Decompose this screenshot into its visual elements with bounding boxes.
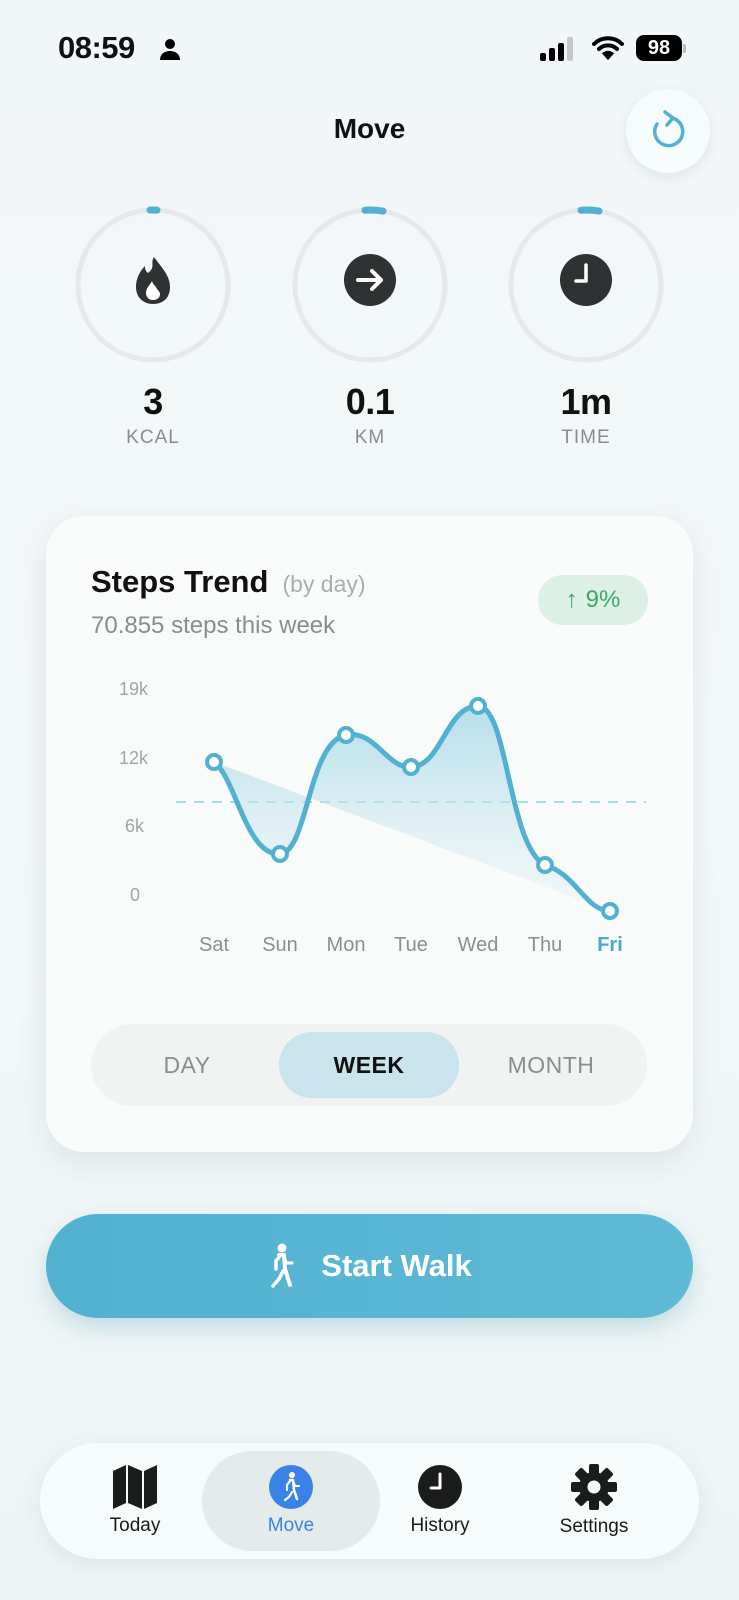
status-time: 08:59 (58, 30, 135, 65)
y-tick-12k: 12k (118, 748, 148, 768)
tab-today[interactable]: Today (46, 1451, 224, 1551)
time-value: 1m (560, 381, 612, 422)
walking-figure-icon (269, 1465, 313, 1509)
clock-icon (560, 254, 612, 306)
x-label-tue: Tue (394, 934, 428, 956)
gear-icon (571, 1464, 617, 1510)
km-progress-ring (292, 206, 448, 363)
x-label-mon: Mon (326, 934, 366, 956)
x-label-thu: Thu (527, 934, 563, 956)
x-label-sat: Sat (198, 934, 230, 956)
start-walk-label: Start Walk (321, 1248, 472, 1283)
steps-line-chart: 19k 12k 6k 0 Sat (46, 516, 693, 976)
x-label-fri: Fri (597, 934, 623, 956)
tab-settings-label: Settings (559, 1516, 629, 1537)
y-tick-6k: 6k (124, 816, 144, 836)
data-points (205, 697, 619, 920)
arrow-up-icon: ↑ (565, 586, 578, 613)
tab-move-label: Move (267, 1515, 315, 1536)
person-icon (160, 39, 180, 60)
x-label-sun: Sun (262, 934, 298, 956)
tab-history-label: History (410, 1515, 470, 1536)
time-label: TIME (561, 427, 611, 448)
trend-badge: ↑ 9% (538, 575, 648, 625)
page-title: Move (333, 113, 406, 144)
battery-tip (683, 44, 686, 53)
segment-month[interactable]: MONTH (507, 1051, 595, 1078)
km-label: KM (354, 427, 386, 448)
period-segmented-control: DAY WEEK MONTH (91, 1024, 647, 1106)
walking-figure-icon (271, 1243, 294, 1288)
y-tick-19k: 19k (118, 679, 148, 699)
tab-history[interactable]: History (358, 1451, 522, 1551)
clock-icon (418, 1465, 462, 1509)
refresh-icon (653, 110, 685, 148)
flame-icon (136, 257, 170, 304)
card-title-sub: (by day) (282, 571, 366, 597)
kcal-value: 3 (143, 381, 163, 422)
status-bar: 08:59 98 (0, 0, 739, 96)
chart-plot (176, 697, 646, 920)
tab-today-label: Today (109, 1515, 161, 1536)
card-title: Steps Trend (by day) (91, 564, 366, 600)
map-icon (113, 1465, 157, 1509)
x-label-wed: Wed (457, 934, 499, 956)
weekly-steps-total: 70.855 steps this week (91, 612, 336, 639)
tab-bar: Today Move History (40, 1443, 699, 1559)
kcal-progress-ring (75, 206, 231, 363)
steps-trend-card: Steps Trend (by day) 70.855 steps this we… (46, 516, 693, 1152)
km-value: 0.1 (345, 381, 395, 422)
trend-value: 9% (585, 586, 621, 613)
card-title-text: Steps Trend (91, 564, 269, 599)
tab-settings[interactable]: Settings (514, 1451, 674, 1551)
metric-time[interactable]: 1m TIME (506, 205, 666, 449)
wifi-icon (592, 36, 624, 60)
y-tick-0: 0 (129, 885, 140, 905)
battery-level: 98 (636, 35, 682, 61)
metric-km[interactable]: 0.1 KM (290, 205, 450, 449)
refresh-button[interactable] (626, 89, 710, 173)
time-progress-ring (508, 206, 664, 363)
tab-move[interactable]: Move (202, 1451, 380, 1551)
battery-indicator: 98 (636, 35, 688, 63)
segment-week[interactable]: WEEK (279, 1032, 459, 1098)
start-walk-button[interactable]: Start Walk (46, 1214, 693, 1318)
chart-area (214, 706, 610, 911)
segment-day[interactable]: DAY (163, 1051, 211, 1078)
arrow-right-circle-icon (344, 254, 396, 306)
kcal-label: KCAL (126, 427, 180, 448)
cellular-signal-icon (540, 37, 573, 61)
metric-kcal[interactable]: 3 KCAL (73, 205, 233, 449)
